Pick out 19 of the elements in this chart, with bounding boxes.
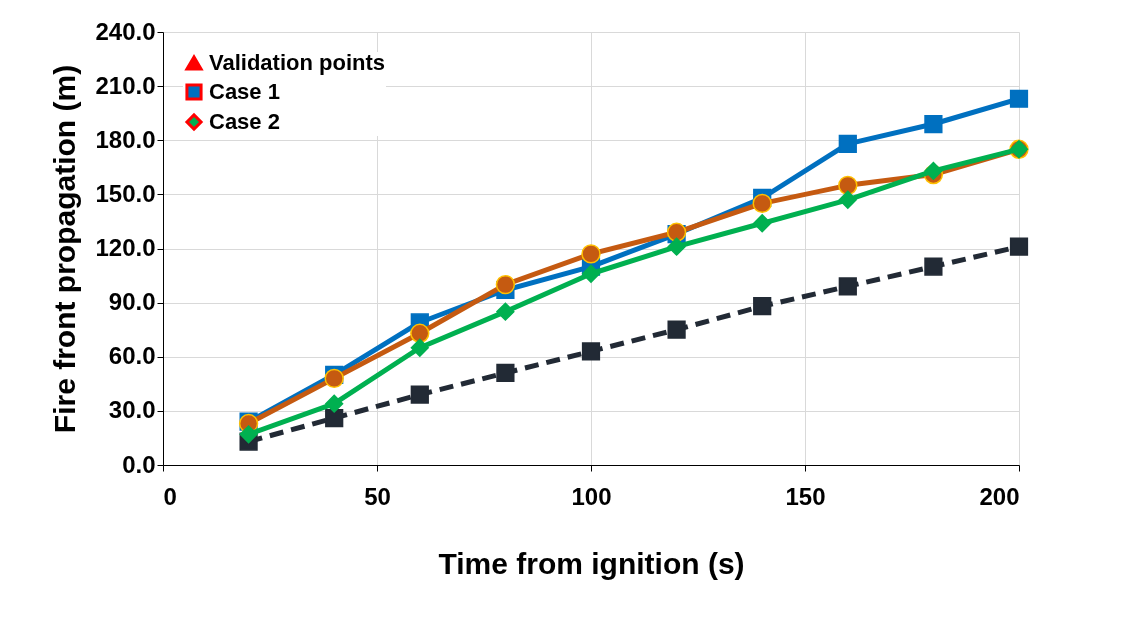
y-tick-label: 90.0 (108, 288, 156, 316)
y-tick-label: 120.0 (95, 234, 156, 261)
legend-label: Case 1 (209, 79, 280, 104)
x-tick-label: 150 (785, 482, 826, 510)
y-tick-label: 30.0 (108, 396, 156, 424)
y-axis-title: Fire front propagation (m) (48, 64, 82, 434)
legend-label: Validation points (209, 50, 386, 75)
y-tick-label: 210.0 (95, 71, 156, 99)
y-tick-label: 240.0 (95, 17, 156, 45)
x-tick-label: 100 (571, 482, 612, 510)
x-tick-label: 0 (163, 482, 177, 510)
y-tick-label: 60.0 (108, 342, 156, 370)
x-tick-label: 200 (979, 482, 1020, 510)
x-tick-label: 50 (364, 482, 391, 510)
x-axis-title: Time from ignition (s) (438, 546, 745, 580)
y-tick-label: 150.0 (95, 179, 156, 207)
y-tick-label: 180.0 (95, 125, 156, 153)
legend-label: Case 2 (209, 109, 280, 134)
y-tick-label: 0.0 (122, 450, 156, 478)
